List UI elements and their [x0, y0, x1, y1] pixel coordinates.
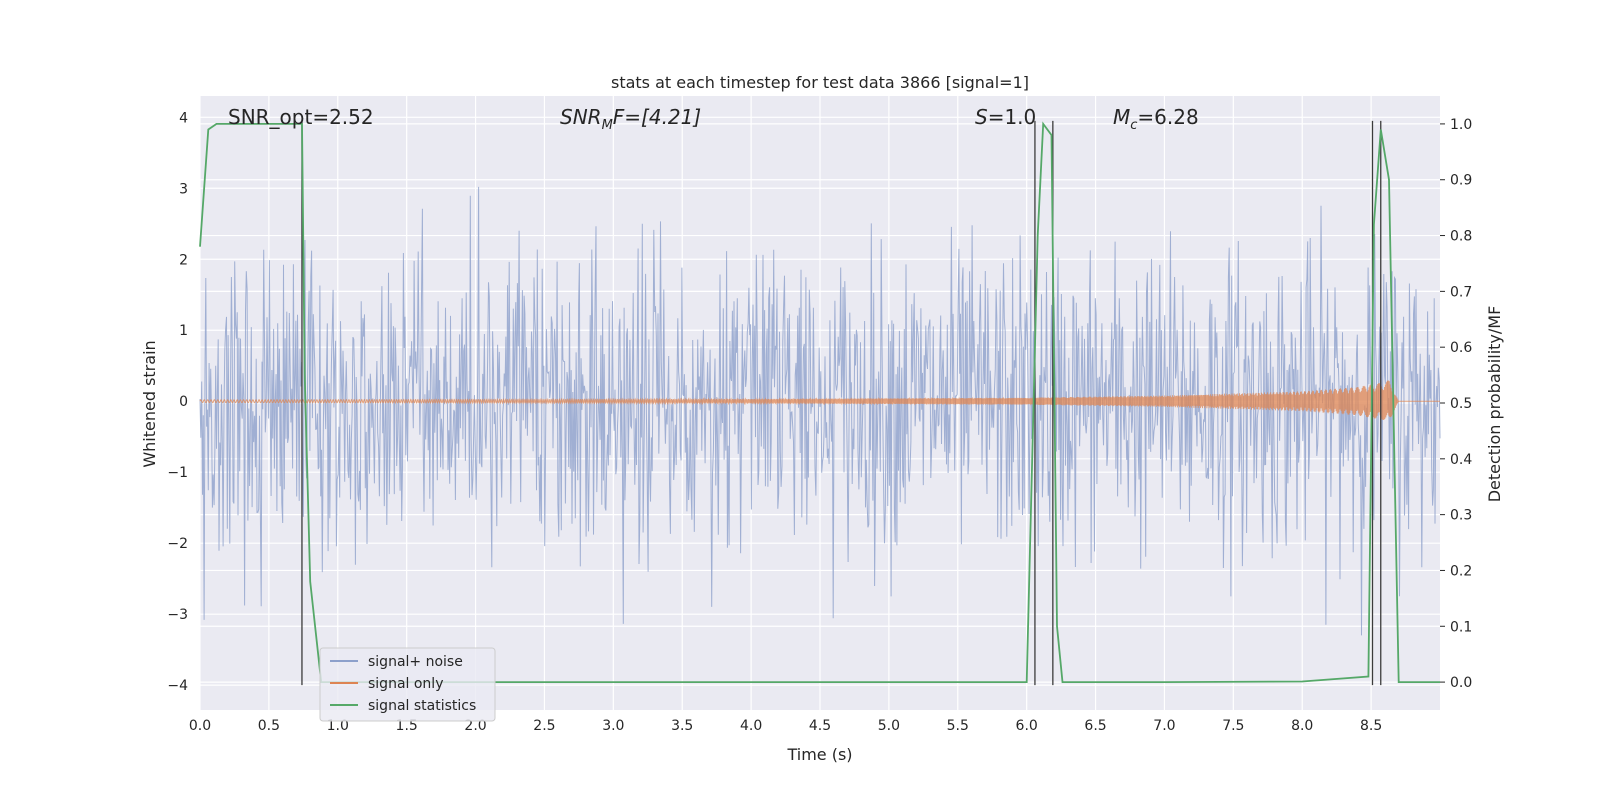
y-right-tick-label: 0.0: [1450, 675, 1472, 691]
y-right-tick-label: 1.0: [1450, 117, 1472, 133]
legend-label-signal-only: signal only: [368, 676, 443, 692]
x-tick-label: 4.5: [809, 718, 831, 734]
x-tick-label: 6.5: [1084, 718, 1106, 734]
y-left-tick-label: 0: [179, 394, 188, 410]
x-tick-label: 8.0: [1291, 718, 1313, 734]
y-left-tick-label: −1: [167, 465, 188, 481]
signal-statistics-line: [199, 121, 1440, 683]
signal-noise-line: [199, 186, 1441, 636]
legend-label-signal-statistics: signal statistics: [368, 698, 476, 714]
annotation-mc-sub: c: [1130, 118, 1137, 133]
annotation-snr-mf-sub: M: [602, 118, 613, 133]
x-tick-label: 0.5: [258, 718, 280, 734]
annotation-mc: Mc=6.28: [1113, 105, 1199, 133]
x-axis-ticks: 0.0 0.5 1.0 1.5 2.0 2.5 3.0 3.5 4.0 4.5 5.0 5.5 6.0 6…: [189, 718, 1382, 734]
x-tick-label: 8.5: [1360, 718, 1382, 734]
y-right-tick-label: 0.4: [1450, 452, 1472, 468]
signal-statistics-series: [199, 121, 1440, 683]
y-right-tick-label: 0.9: [1450, 173, 1472, 189]
x-tick-label: 7.5: [1222, 718, 1244, 734]
x-tick-label: 5.5: [947, 718, 969, 734]
annotation-snr-opt: SNR_opt=2.52: [228, 105, 374, 129]
x-tick-label: 6.0: [1016, 718, 1038, 734]
y-right-tick-label: 0.1: [1450, 619, 1472, 635]
y-left-tick-label: −2: [167, 536, 188, 552]
annotation-s-main: S: [975, 105, 988, 129]
y-right-tick-label: 0.5: [1450, 396, 1472, 412]
y-left-axis-ticks: 4 3 2 1 0 −1 −2 −3 −4: [167, 110, 188, 694]
x-tick-label: 0.0: [189, 718, 211, 734]
y-left-tick-label: −4: [167, 678, 188, 694]
x-tick-label: 1.0: [327, 718, 349, 734]
y-right-tick-label: 0.3: [1450, 508, 1472, 524]
y-right-axis-label: Detection probability/MF: [1485, 306, 1504, 503]
x-tick-label: 3.0: [602, 718, 624, 734]
annotation-snr-mf: SNRMF=[4.21]: [560, 105, 701, 133]
y-right-tick-label: 0.7: [1450, 284, 1472, 300]
legend-box: [319, 647, 496, 722]
x-tick-label: 2.5: [533, 718, 555, 734]
y-left-tick-label: −3: [167, 607, 188, 623]
x-axis-label: Time (s): [786, 745, 852, 764]
signal-only-line: [199, 380, 1440, 421]
annotation-s: S=1.0: [975, 105, 1036, 129]
x-tick-label: 2.0: [464, 718, 486, 734]
y-right-tick-label: 0.6: [1450, 340, 1472, 356]
legend: signal+ noise signal only signal statist…: [319, 647, 496, 722]
annotation-snr-mf-rest: F=[4.21]: [613, 105, 701, 129]
x-tick-label: 4.0: [740, 718, 762, 734]
y-right-tick-label: 0.8: [1450, 229, 1472, 245]
signal-only-series: [199, 380, 1440, 421]
x-tick-label: 5.0: [878, 718, 900, 734]
y-left-tick-label: 3: [179, 181, 188, 197]
annotation-snr-mf-main: SNR: [560, 105, 602, 129]
y-right-axis-ticks: 1.0 0.9 0.8 0.7 0.6 0.5 0.4 0.3 0.2 0.1 0.0: [1440, 117, 1472, 691]
y-left-tick-label: 4: [179, 110, 188, 126]
annotation-s-rest: =1.0: [988, 105, 1037, 129]
chart-title: stats at each timestep for test data 386…: [611, 73, 1029, 92]
y-left-tick-label: 2: [179, 252, 188, 268]
y-right-tick-label: 0.2: [1450, 563, 1472, 579]
annotation-mc-main: M: [1113, 105, 1130, 129]
y-left-axis-label: Whitened strain: [140, 340, 159, 467]
signal-noise-series: [199, 186, 1441, 636]
annotation-mc-rest: =6.28: [1137, 105, 1198, 129]
legend-label-signal-noise: signal+ noise: [368, 654, 463, 670]
y-left-tick-label: 1: [179, 323, 188, 339]
x-tick-label: 7.0: [1153, 718, 1175, 734]
x-tick-label: 3.5: [671, 718, 693, 734]
x-tick-label: 1.5: [396, 718, 418, 734]
